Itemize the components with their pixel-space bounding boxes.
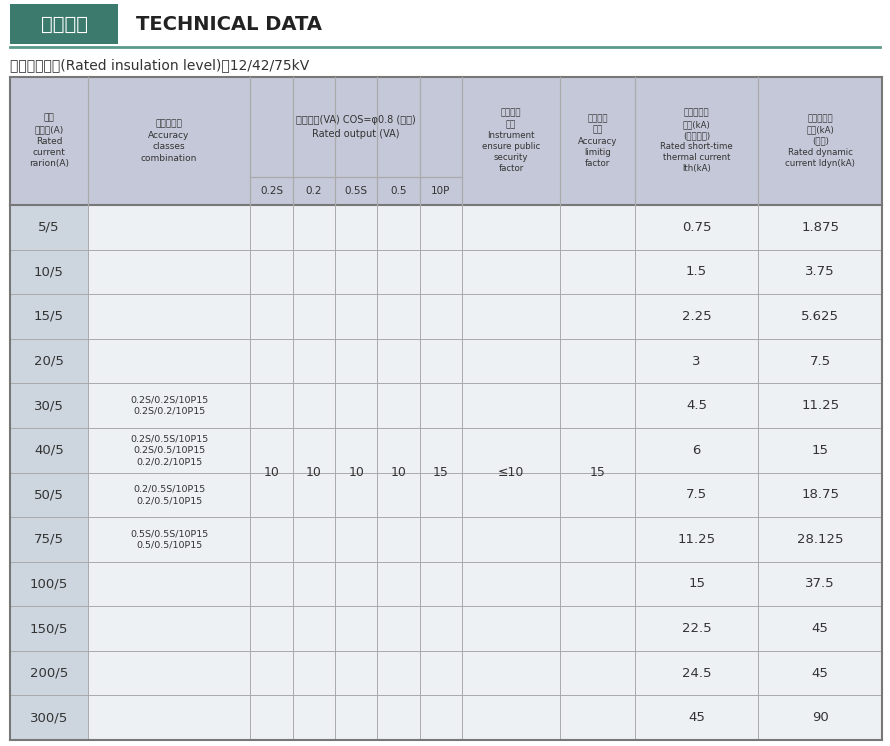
Text: 18.75: 18.75	[801, 489, 839, 501]
Text: 0.5S/0.5S/10P15
0.5/0.5/10P15: 0.5S/0.5S/10P15 0.5/0.5/10P15	[130, 529, 208, 550]
Bar	[10, 695, 88, 740]
Text: 7.5: 7.5	[686, 489, 708, 501]
Bar	[10, 250, 88, 294]
Bar	[10, 383, 88, 428]
Bar	[10, 294, 88, 339]
Text: 11.25: 11.25	[801, 399, 839, 412]
Text: 45: 45	[812, 622, 829, 635]
Bar	[10, 205, 882, 250]
Text: 45: 45	[688, 711, 705, 724]
Text: 15: 15	[812, 444, 829, 457]
Text: 额定输出(VA) COS=φ0.8 (滞后)
Rated output (VA): 额定输出(VA) COS=φ0.8 (滞后) Rated output (VA)	[296, 116, 416, 139]
Text: 3: 3	[692, 354, 700, 368]
Text: 0.75: 0.75	[682, 221, 711, 233]
Text: TECHNICAL DATA: TECHNICAL DATA	[136, 14, 322, 34]
Text: 100/5: 100/5	[29, 577, 68, 590]
Bar	[10, 205, 88, 250]
Text: 额定动稳定
电流(kA)
(峰值)
Rated dynamic
current ldyn(kA): 额定动稳定 电流(kA) (峰值) Rated dynamic current …	[785, 114, 855, 168]
Text: 300/5: 300/5	[29, 711, 68, 724]
Bar	[10, 562, 882, 606]
Text: 11.25: 11.25	[677, 533, 716, 546]
Bar	[10, 562, 88, 606]
Text: 10: 10	[391, 466, 407, 479]
Bar	[10, 651, 88, 695]
Text: 20/5: 20/5	[34, 354, 64, 368]
Text: 3.75: 3.75	[805, 266, 835, 278]
Text: 24.5: 24.5	[682, 667, 711, 680]
Text: 45: 45	[812, 667, 829, 680]
Bar	[10, 651, 882, 695]
Text: ≤10: ≤10	[498, 466, 524, 479]
Text: 15/5: 15/5	[34, 310, 64, 323]
Bar	[10, 428, 88, 472]
Text: 额定短时热
电流(kA)
(方均根值)
Rated short-time
thermal current
lth(kA): 额定短时热 电流(kA) (方均根值) Rated short-time the…	[660, 109, 733, 173]
Text: 40/5: 40/5	[34, 444, 64, 457]
Text: 技术参数: 技术参数	[41, 14, 87, 34]
Text: 5.625: 5.625	[801, 310, 839, 323]
Text: 额定
电流比(A)
Rated
current
rarion(A): 额定 电流比(A) Rated current rarion(A)	[28, 113, 69, 169]
Text: 15: 15	[688, 577, 705, 590]
Text: 150/5: 150/5	[29, 622, 69, 635]
Bar	[10, 339, 88, 383]
Bar	[10, 472, 88, 517]
Text: 0.2S: 0.2S	[260, 186, 283, 196]
Bar	[10, 383, 882, 428]
Text: 10: 10	[348, 466, 364, 479]
Bar	[10, 517, 88, 562]
Text: 4.5: 4.5	[686, 399, 708, 412]
Text: 28.125: 28.125	[797, 533, 844, 546]
Bar	[10, 606, 88, 651]
Bar	[10, 339, 882, 383]
Text: 50/5: 50/5	[34, 489, 64, 501]
Bar	[10, 4, 118, 44]
Text: 0.5: 0.5	[390, 186, 407, 196]
Text: 准确限值
系数
Accuracy
limitig
factor: 准确限值 系数 Accuracy limitig factor	[578, 114, 618, 168]
Text: 0.2: 0.2	[305, 186, 322, 196]
Bar	[10, 428, 882, 472]
Text: 0.2/0.5S/10P15
0.2/0.5/10P15: 0.2/0.5S/10P15 0.2/0.5/10P15	[133, 485, 206, 505]
Text: 10P: 10P	[431, 186, 450, 196]
Text: 10: 10	[306, 466, 322, 479]
Text: 37.5: 37.5	[805, 577, 835, 590]
Text: 0.2S/0.5S/10P15
0.2S/0.5/10P15
0.2/0.2/10P15: 0.2S/0.5S/10P15 0.2S/0.5/10P15 0.2/0.2/1…	[130, 434, 208, 466]
Bar	[10, 695, 882, 740]
Text: 10/5: 10/5	[34, 266, 64, 278]
Bar	[10, 250, 882, 294]
Text: 30/5: 30/5	[34, 399, 64, 412]
Text: 准确级组合
Accuracy
classes
combination: 准确级组合 Accuracy classes combination	[141, 119, 198, 163]
Text: 90: 90	[812, 711, 829, 724]
Text: 7.5: 7.5	[810, 354, 830, 368]
Text: 75/5: 75/5	[34, 533, 64, 546]
Bar	[10, 472, 882, 517]
Text: 仪表保安
系数
Instrument
ensure public
security
factor: 仪表保安 系数 Instrument ensure public securit…	[482, 109, 540, 173]
Bar	[10, 294, 882, 339]
Text: 6: 6	[692, 444, 700, 457]
Bar	[10, 77, 882, 205]
Text: 1.875: 1.875	[801, 221, 839, 233]
Text: 0.2S/0.2S/10P15
0.2S/0.2/10P15: 0.2S/0.2S/10P15 0.2S/0.2/10P15	[130, 395, 208, 416]
Text: 200/5: 200/5	[29, 667, 68, 680]
Text: 15: 15	[590, 466, 605, 479]
Text: 5/5: 5/5	[38, 221, 60, 233]
Bar	[10, 606, 882, 651]
Bar	[10, 517, 882, 562]
Text: 额定绝缘水平(Rated insulation level)：12/42/75kV: 额定绝缘水平(Rated insulation level)：12/42/75k…	[10, 58, 309, 72]
Text: 15: 15	[433, 466, 449, 479]
Text: 2.25: 2.25	[682, 310, 711, 323]
Text: 0.5S: 0.5S	[344, 186, 368, 196]
Text: 22.5: 22.5	[682, 622, 711, 635]
Text: 10: 10	[263, 466, 279, 479]
Text: 1.5: 1.5	[686, 266, 708, 278]
